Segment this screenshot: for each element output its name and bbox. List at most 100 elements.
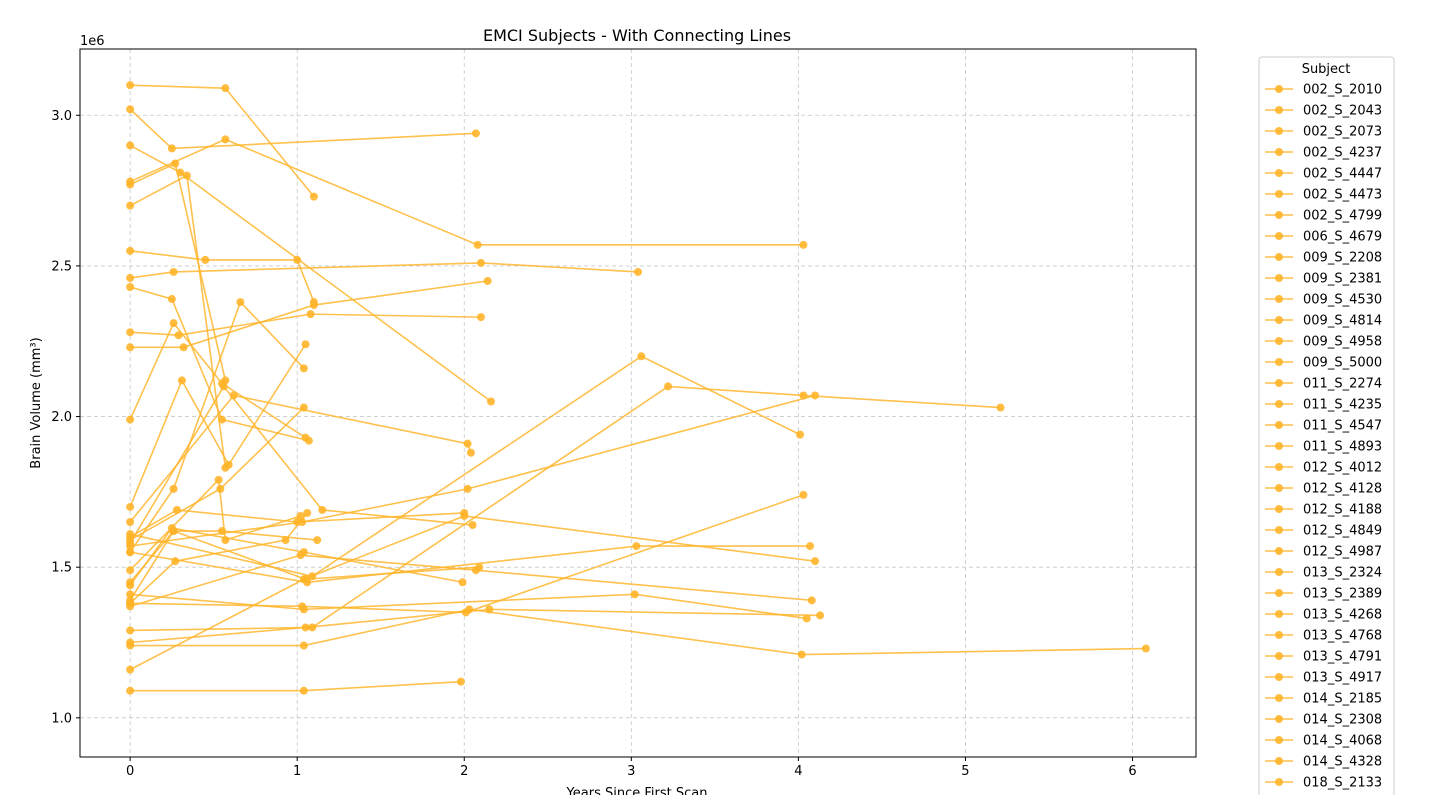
data-point [299,686,308,695]
legend-marker [1275,85,1283,93]
plot-frame [79,48,1197,758]
legend-marker [1275,358,1283,366]
legend-label: 002_S_2010 [1303,83,1382,98]
legend-marker [1275,295,1283,303]
legend-marker [1275,148,1283,156]
data-point [301,340,310,349]
legend-item: 013_S_4268 [1265,608,1382,623]
y-tick-label: 2.5 [51,259,72,274]
legend-item: 009_S_5000 [1265,356,1382,371]
y-offset-label: 1e6 [80,34,105,49]
data-point [473,240,482,249]
legend-label: 006_S_4679 [1303,230,1382,245]
legend-label: 012_S_4012 [1303,461,1382,476]
grid-lines [80,49,1196,757]
data-point [313,536,322,545]
data-point [126,566,135,575]
legend-label: 009_S_2381 [1303,272,1382,287]
data-point [224,460,233,469]
data-point [301,433,310,442]
data-point [281,536,290,545]
legend-title: Subject [1302,62,1351,77]
data-point [634,267,642,276]
legend-item: 002_S_4473 [1265,188,1382,203]
legend-label: 002_S_4237 [1303,146,1382,161]
legend-label: 009_S_4530 [1303,293,1382,308]
legend-label: 011_S_4893 [1303,440,1382,455]
legend-label: 002_S_2073 [1303,125,1382,140]
legend-item: 014_S_2185 [1265,692,1382,707]
data-point [299,364,308,373]
data-point [802,614,811,623]
legend-item: 012_S_4012 [1265,461,1382,476]
data-point [126,542,135,551]
legend-item: 013_S_4791 [1265,650,1382,665]
legend-label: 012_S_4128 [1303,482,1382,497]
data-point [299,403,308,412]
legend-marker [1275,505,1283,513]
data-point [468,521,477,530]
y-tick-label: 3.0 [51,109,72,124]
data-point [126,502,135,511]
legend-label: 014_S_2185 [1303,692,1382,707]
x-tick-label: 0 [126,764,134,779]
data-point [167,144,176,153]
legend-marker [1275,694,1283,702]
data-point [456,677,465,686]
data-point [664,382,673,391]
chart-title: EMCI Subjects - With Connecting Lines [483,26,791,45]
data-point [816,611,825,620]
data-point [463,484,472,493]
series-line [130,262,639,279]
data-point [126,328,135,337]
data-point [309,192,318,201]
y-tick-label: 1.0 [51,711,72,726]
data-point [797,650,806,659]
legend-label: 014_S_4328 [1303,755,1382,770]
series-line [129,394,472,523]
data-point [182,171,191,180]
data-point [126,518,135,527]
legend-marker [1275,610,1283,618]
data-point [179,343,188,352]
series-line [129,545,811,584]
data-point [167,295,176,304]
legend-marker [1275,106,1283,114]
legend-item: 002_S_2010 [1265,83,1382,98]
data-point [463,439,472,448]
data-point [126,81,135,90]
legend-label: 009_S_4958 [1303,335,1382,350]
data-point [126,201,135,210]
legend-marker [1275,400,1283,408]
axes: 0 1 2 3 4 5 6 1.0 1.5 2.0 2.5 3.0 [51,109,1136,779]
data-point [218,415,227,424]
legend-label: 012_S_4849 [1303,524,1382,539]
legend-label: 009_S_5000 [1303,356,1382,371]
data-point [236,298,245,307]
series-line [130,394,816,547]
data-point [458,578,467,587]
series-line [129,286,310,442]
legend-marker [1275,232,1283,240]
legend-marker [1275,484,1283,492]
legend-marker [1275,253,1283,261]
data-point [296,551,305,560]
legend-marker [1275,652,1283,660]
data-point [799,391,808,400]
legend: Subject 002_S_2010 002_S_2043 002_S_2073 00… [1258,56,1395,795]
legend-marker [1275,316,1283,324]
x-tick-label: 4 [794,764,802,779]
data-point [171,557,180,566]
data-point [126,141,135,150]
legend-item: 012_S_4128 [1265,482,1382,497]
legend-item: 009_S_2381 [1265,272,1382,287]
data-point [169,319,178,328]
data-point [799,240,808,249]
data-point [126,530,135,539]
series-002_S_4237 [126,141,495,406]
series-018_S_2133 [126,677,465,695]
legend-marker [1275,211,1283,219]
legend-label: 013_S_4268 [1303,608,1382,623]
legend-label: 014_S_2308 [1303,713,1382,728]
